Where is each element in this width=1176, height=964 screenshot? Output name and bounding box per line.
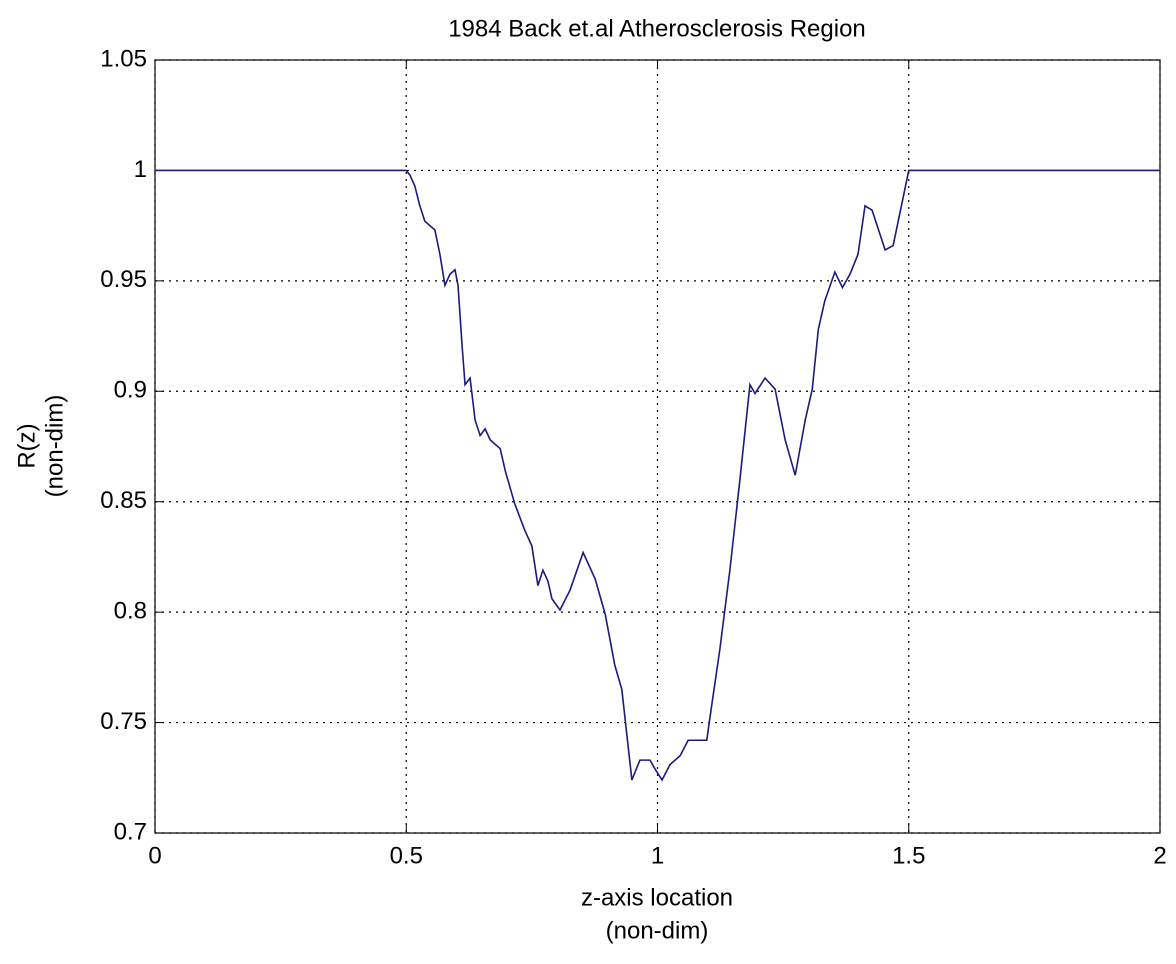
x-axis-label: z-axis location <box>581 884 733 911</box>
y-tick-label: 0.9 <box>114 377 147 404</box>
x-tick-label: 1 <box>651 842 664 869</box>
y-axis-label: R(z) <box>13 423 40 468</box>
x-tick-label: 0 <box>148 842 161 869</box>
y-axis-label: (non-dim) <box>41 395 68 498</box>
y-tick-label: 1 <box>134 156 147 183</box>
y-tick-label: 0.95 <box>100 266 147 293</box>
x-axis-label: (non-dim) <box>606 917 709 944</box>
y-tick-label: 1.05 <box>100 45 147 72</box>
x-tick-label: 1.5 <box>892 842 925 869</box>
plot-frame <box>154 59 1161 834</box>
data-line <box>155 169 1160 782</box>
y-tick-label: 0.7 <box>114 818 147 845</box>
y-tick-label: 0.75 <box>100 708 147 735</box>
y-tick-label: 0.8 <box>114 597 147 624</box>
y-tick-label: 0.85 <box>100 487 147 514</box>
chart-title: 1984 Back et.al Atherosclerosis Region <box>448 15 866 42</box>
x-tick-label: 0.5 <box>390 842 423 869</box>
x-tick-label: 2 <box>1153 842 1166 869</box>
